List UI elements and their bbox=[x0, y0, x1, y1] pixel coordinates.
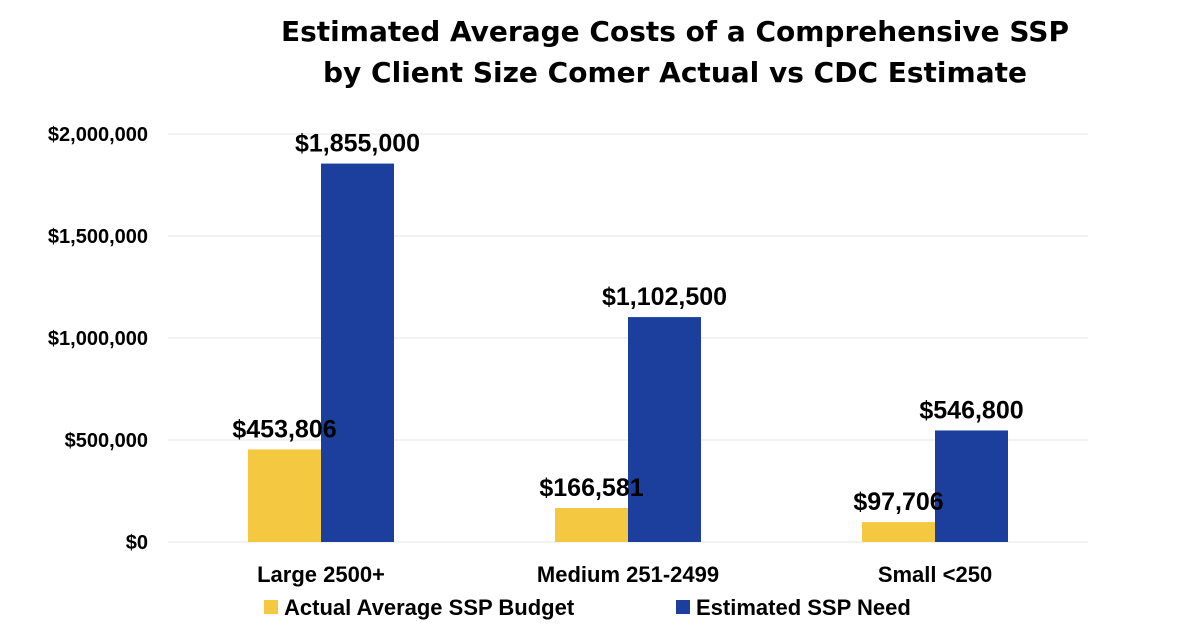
bar-actual-budget bbox=[555, 508, 628, 542]
bar-estimated-need bbox=[321, 163, 394, 542]
y-tick-label: $1,000,000 bbox=[48, 328, 148, 350]
y-tick-label: $2,000,000 bbox=[48, 124, 148, 146]
legend: Actual Average SSP Budget Estimated SSP N… bbox=[264, 595, 911, 620]
chart-title: Estimated Average Costs of a Comprehensi… bbox=[281, 15, 1069, 89]
data-label: $166,581 bbox=[539, 474, 643, 502]
legend-label: Estimated SSP Need bbox=[696, 595, 911, 620]
data-label: $546,800 bbox=[919, 396, 1023, 424]
data-label: $97,706 bbox=[853, 488, 943, 516]
y-tick-label: $1,500,000 bbox=[48, 226, 148, 248]
bar-estimated-need bbox=[935, 430, 1008, 542]
bar-estimated-need bbox=[628, 317, 701, 542]
data-label: $1,102,500 bbox=[602, 283, 727, 311]
y-tick-label: $0 bbox=[126, 532, 148, 554]
bar-actual-budget bbox=[248, 449, 321, 542]
bar-actual-budget bbox=[862, 522, 935, 542]
bars bbox=[248, 163, 1008, 542]
x-category-label: Large 2500+ bbox=[257, 562, 385, 587]
legend-swatch bbox=[676, 600, 690, 614]
data-labels: $453,806 $1,855,000 $166,581 $1,102,500 $97,… bbox=[232, 130, 1023, 516]
x-category-label: Medium 251-2499 bbox=[537, 562, 719, 587]
legend-swatch bbox=[264, 600, 278, 614]
data-label: $453,806 bbox=[232, 415, 336, 443]
x-category-label: Small <250 bbox=[878, 562, 992, 587]
chart-title-line-1: Estimated Average Costs of a Comprehensi… bbox=[281, 15, 1069, 48]
data-label: $1,855,000 bbox=[295, 130, 420, 158]
y-axis-tick-labels: $0 $500,000 $1,000,000 $1,500,000 $2,000,000 bbox=[48, 124, 148, 554]
legend-label: Actual Average SSP Budget bbox=[284, 595, 575, 620]
y-tick-label: $500,000 bbox=[65, 430, 148, 452]
chart-title-line-2: by Client Size Comer Actual vs CDC Estim… bbox=[323, 56, 1027, 89]
x-axis-category-labels: Large 2500+ Medium 251-2499 Small <250 bbox=[257, 562, 992, 587]
